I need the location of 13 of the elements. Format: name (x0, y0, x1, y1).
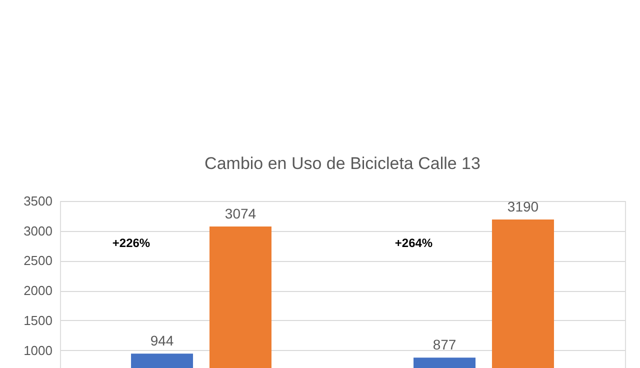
data-label: 877 (432, 336, 456, 353)
chart-title: Cambio en Uso de Bicicleta Calle 13 (204, 154, 480, 173)
y-tick-label: 1500 (24, 312, 52, 328)
data-label: 3074 (224, 205, 256, 222)
y-tick-label: 3500 (24, 194, 52, 208)
y-tick-label: 1000 (24, 342, 52, 358)
annotation: +226% (112, 236, 150, 250)
data-label: 944 (150, 332, 174, 349)
y-tick-label: 2000 (24, 283, 52, 298)
y-tick-label: 3000 (24, 223, 52, 238)
y-tick-label: 2500 (24, 253, 52, 268)
data-label: 3190 (507, 198, 539, 215)
annotation: +264% (394, 236, 433, 250)
